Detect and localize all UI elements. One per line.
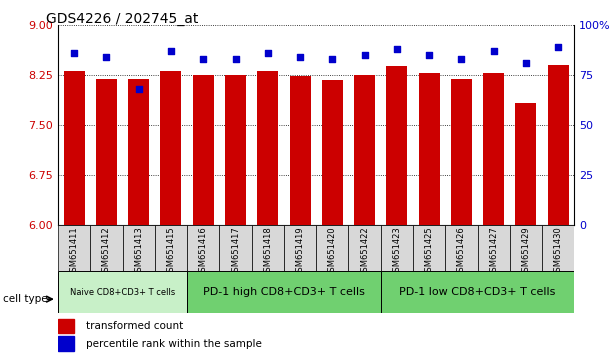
Text: GSM651420: GSM651420 [328, 226, 337, 277]
Bar [187, 225, 219, 271]
Bar [478, 225, 510, 271]
Bar [123, 225, 155, 271]
Bar [219, 225, 252, 271]
Point [327, 56, 337, 62]
Bar [58, 225, 90, 271]
Bar [547, 65, 569, 225]
Bar [187, 271, 381, 313]
Text: GSM651418: GSM651418 [263, 226, 273, 277]
Text: GSM651426: GSM651426 [457, 226, 466, 277]
Bar [516, 103, 536, 225]
Bar [58, 271, 187, 313]
Text: GDS4226 / 202745_at: GDS4226 / 202745_at [46, 12, 199, 27]
Bar [354, 75, 375, 225]
Text: GSM651413: GSM651413 [134, 226, 143, 277]
Bar [451, 79, 472, 225]
Bar [225, 75, 246, 225]
Point [134, 86, 144, 92]
Bar [445, 225, 478, 271]
Text: transformed count: transformed count [86, 320, 184, 331]
Point [489, 48, 499, 53]
Text: cell type: cell type [3, 294, 48, 304]
Bar [155, 225, 187, 271]
Bar [316, 225, 348, 271]
Text: GSM651417: GSM651417 [231, 226, 240, 277]
Point [199, 56, 208, 62]
Point [554, 44, 563, 50]
Text: PD-1 low CD8+CD3+ T cells: PD-1 low CD8+CD3+ T cells [400, 287, 556, 297]
Bar [290, 76, 310, 225]
Text: GSM651412: GSM651412 [102, 226, 111, 277]
Bar [58, 337, 73, 351]
Bar [96, 79, 117, 225]
Point [230, 56, 240, 62]
Text: GSM651425: GSM651425 [425, 226, 434, 277]
Bar [161, 72, 181, 225]
Text: GSM651427: GSM651427 [489, 226, 498, 277]
Bar [386, 66, 408, 225]
Bar [58, 319, 73, 333]
Text: GSM651422: GSM651422 [360, 226, 369, 277]
Bar [64, 72, 85, 225]
Point [424, 52, 434, 58]
Bar [128, 79, 149, 225]
Point [456, 56, 466, 62]
Bar [192, 75, 214, 225]
Text: Naive CD8+CD3+ T cells: Naive CD8+CD3+ T cells [70, 287, 175, 297]
Bar [348, 225, 381, 271]
Text: percentile rank within the sample: percentile rank within the sample [86, 339, 262, 349]
Bar [381, 271, 574, 313]
Bar [252, 225, 284, 271]
Point [521, 60, 531, 65]
Text: GSM651415: GSM651415 [166, 226, 175, 277]
Text: GSM651430: GSM651430 [554, 226, 563, 277]
Bar [542, 225, 574, 271]
Text: GSM651419: GSM651419 [296, 226, 304, 277]
Text: GSM651416: GSM651416 [199, 226, 208, 277]
Point [166, 48, 176, 53]
Bar [257, 72, 278, 225]
Bar [90, 225, 123, 271]
Bar [510, 225, 542, 271]
Point [392, 46, 402, 52]
Point [263, 50, 273, 56]
Point [295, 54, 305, 59]
Text: GSM651423: GSM651423 [392, 226, 401, 277]
Text: GSM651429: GSM651429 [521, 226, 530, 277]
Bar [381, 225, 413, 271]
Bar [419, 73, 440, 225]
Bar [284, 225, 316, 271]
Point [101, 54, 111, 59]
Point [360, 52, 370, 58]
Bar [483, 73, 504, 225]
Text: GSM651411: GSM651411 [70, 226, 79, 277]
Bar [322, 80, 343, 225]
Point [69, 50, 79, 56]
Bar [413, 225, 445, 271]
Text: PD-1 high CD8+CD3+ T cells: PD-1 high CD8+CD3+ T cells [203, 287, 365, 297]
